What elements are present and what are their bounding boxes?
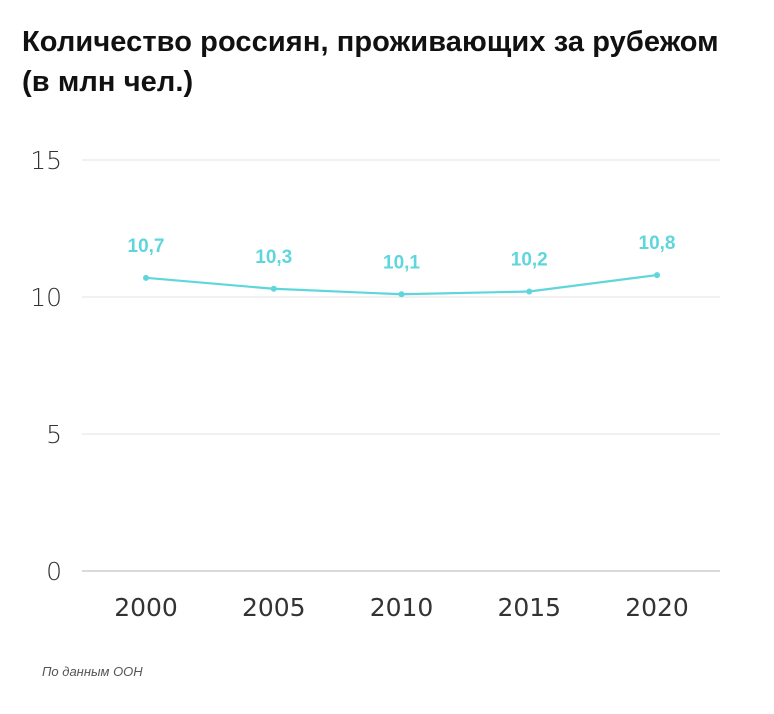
data-point xyxy=(270,285,277,292)
data-point xyxy=(143,274,149,281)
data-label: 10,8 xyxy=(639,233,676,254)
x-tick-label: 2010 xyxy=(370,593,434,622)
data-label: 10,1 xyxy=(383,252,420,273)
x-tick-label: 2015 xyxy=(497,593,561,622)
y-tick-label: 5 xyxy=(46,420,62,449)
y-tick-label: 0 xyxy=(46,557,62,586)
source-note: По данным ООН xyxy=(42,664,143,679)
x-tick-label: 2005 xyxy=(242,593,306,622)
data-label: 10,3 xyxy=(255,247,292,268)
y-tick-label: 10 xyxy=(30,283,62,312)
x-tick-label: 2020 xyxy=(625,593,689,622)
x-tick-label: 2000 xyxy=(114,593,178,622)
data-label: 10,7 xyxy=(128,236,165,257)
chart-title: Количество россиян, проживающих за рубеж… xyxy=(22,26,719,98)
data-point xyxy=(398,291,405,298)
data-label: 10,2 xyxy=(511,250,548,271)
y-tick-label: 15 xyxy=(30,146,62,175)
data-point xyxy=(654,272,660,279)
data-point xyxy=(526,288,533,295)
